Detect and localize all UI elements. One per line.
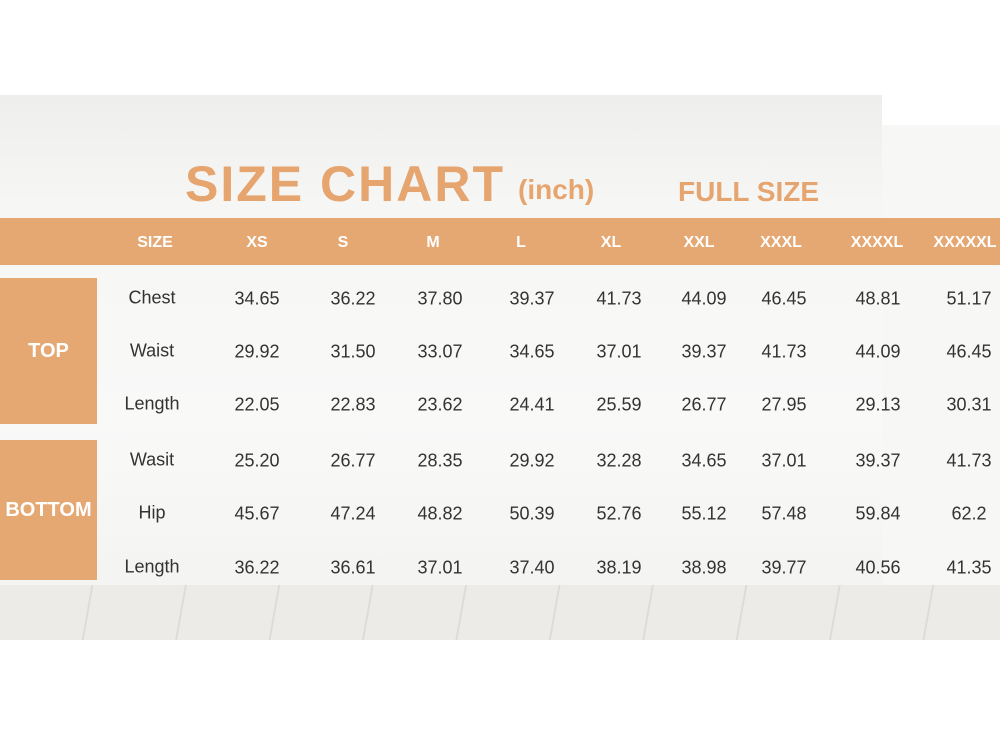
background-photo-right bbox=[882, 125, 1000, 640]
column-header-xs: XS bbox=[246, 234, 268, 251]
table-cell: 26.77 bbox=[330, 450, 376, 471]
unit-label: (inch) bbox=[518, 174, 595, 205]
table-cell: 25.20 bbox=[234, 450, 280, 471]
table-cell: 29.92 bbox=[234, 341, 280, 362]
table-cell: 57.48 bbox=[761, 503, 807, 524]
table-cell: 41.73 bbox=[596, 288, 642, 309]
row-label: Length bbox=[124, 556, 180, 577]
column-header-xxl: XXL bbox=[683, 234, 715, 251]
column-header-xxxl: XXXL bbox=[760, 234, 802, 251]
table-cell: 38.19 bbox=[596, 557, 642, 578]
column-header-size: SIZE bbox=[137, 234, 173, 251]
row-label: Waist bbox=[129, 340, 175, 361]
table-cell: 38.98 bbox=[681, 557, 727, 578]
table-cell: 44.09 bbox=[681, 288, 727, 309]
table-cell: 34.65 bbox=[681, 450, 727, 471]
column-header-xxxxxl: XXXXXL bbox=[933, 234, 997, 251]
row-label: Length bbox=[124, 393, 180, 414]
table-cell: 39.77 bbox=[761, 557, 807, 578]
table-cell: 22.05 bbox=[234, 394, 280, 415]
table-cell: 48.82 bbox=[417, 503, 463, 524]
table-cell: 25.59 bbox=[596, 394, 642, 415]
table-cell: 47.24 bbox=[330, 503, 376, 524]
table-cell: 34.65 bbox=[234, 288, 280, 309]
table-cell: 33.07 bbox=[417, 341, 463, 362]
table-cell: 37.01 bbox=[761, 450, 807, 471]
table-cell: 37.40 bbox=[509, 557, 555, 578]
column-header-m: M bbox=[426, 234, 440, 251]
table-cell: 36.61 bbox=[330, 557, 376, 578]
table-cell: 48.81 bbox=[855, 288, 901, 309]
table-cell: 41.73 bbox=[946, 450, 992, 471]
table-cell: 59.84 bbox=[855, 503, 901, 524]
table-cell: 55.12 bbox=[681, 503, 727, 524]
table-cell: 29.13 bbox=[855, 394, 901, 415]
table-cell: 51.17 bbox=[946, 288, 992, 309]
table-cell: 37.01 bbox=[417, 557, 463, 578]
table-cell: 50.39 bbox=[509, 503, 555, 524]
table-cell: 30.31 bbox=[946, 394, 992, 415]
table-cell: 36.22 bbox=[330, 288, 376, 309]
column-header-l: L bbox=[516, 234, 526, 251]
table-cell: 41.35 bbox=[946, 557, 992, 578]
table-cell: 52.76 bbox=[596, 503, 642, 524]
row-label: Hip bbox=[138, 502, 166, 523]
column-header-xxxxl: XXXXL bbox=[850, 234, 904, 251]
table-cell: 23.62 bbox=[417, 394, 463, 415]
column-header-xl: XL bbox=[600, 234, 622, 251]
table-cell: 41.73 bbox=[761, 341, 807, 362]
chart-title: SIZE CHART bbox=[185, 156, 505, 212]
background-photo bbox=[0, 95, 882, 640]
table-cell: 44.09 bbox=[855, 341, 901, 362]
group-label-top: TOP bbox=[0, 278, 97, 424]
table-cell: 36.22 bbox=[234, 557, 280, 578]
table-cell: 40.56 bbox=[855, 557, 901, 578]
table-cell: 27.95 bbox=[761, 394, 807, 415]
header-band bbox=[0, 218, 1000, 265]
table-cell: 39.37 bbox=[855, 450, 901, 471]
table-cell: 31.50 bbox=[330, 341, 376, 362]
group-label-bottom: BOTTOM bbox=[0, 440, 97, 580]
table-cell: 39.37 bbox=[681, 341, 727, 362]
background-floor bbox=[0, 585, 1000, 640]
table-cell: 29.92 bbox=[509, 450, 555, 471]
table-cell: 45.67 bbox=[234, 503, 280, 524]
table-cell: 37.01 bbox=[596, 341, 642, 362]
table-cell: 28.35 bbox=[417, 450, 463, 471]
table-cell: 62.2 bbox=[951, 503, 987, 524]
table-cell: 32.28 bbox=[596, 450, 642, 471]
row-label: Wasit bbox=[129, 449, 175, 470]
table-cell: 22.83 bbox=[330, 394, 376, 415]
table-cell: 34.65 bbox=[509, 341, 555, 362]
table-cell: 46.45 bbox=[761, 288, 807, 309]
table-cell: 39.37 bbox=[509, 288, 555, 309]
column-header-s: S bbox=[337, 234, 349, 251]
table-cell: 26.77 bbox=[681, 394, 727, 415]
row-label: Chest bbox=[128, 287, 176, 308]
full-size-label: FULL SIZE bbox=[678, 176, 820, 207]
table-cell: 24.41 bbox=[509, 394, 555, 415]
table-cell: 37.80 bbox=[417, 288, 463, 309]
table-cell: 46.45 bbox=[946, 341, 992, 362]
